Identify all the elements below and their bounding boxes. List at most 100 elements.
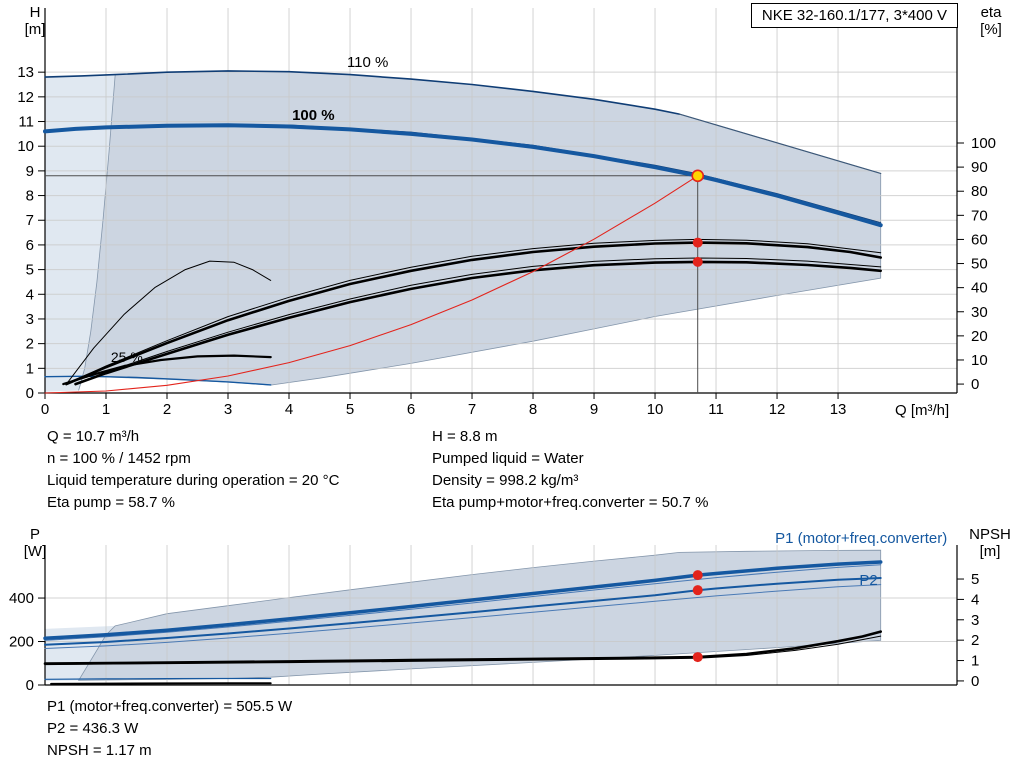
h-axis-title: H [m]: [18, 4, 52, 38]
x-tick-label: 2: [163, 401, 171, 418]
x-tick-label: 12: [769, 401, 786, 418]
y-right-tick-label: 80: [971, 183, 988, 200]
p2-curve-thin: [44, 584, 882, 649]
info-eta-pump: Eta pump = 58.7 %: [47, 494, 175, 511]
label-p1: P1 (motor+freq.converter): [775, 530, 947, 547]
y-right-tick-label: 90: [971, 159, 988, 176]
y-left-tick-label: 0: [26, 385, 34, 402]
y-left-tick-label: 2: [26, 336, 34, 353]
x-tick-label: 7: [468, 401, 476, 418]
y-right-tick-label: 70: [971, 207, 988, 224]
x-tick-label: 10: [647, 401, 664, 418]
eta-axis-letter: eta: [980, 4, 1002, 21]
y-right-tick-label: 2: [971, 632, 979, 649]
info-h: H = 8.8 m: [432, 428, 498, 445]
eta-total-dot: [692, 256, 703, 267]
y-left-tick-label: 400: [9, 590, 34, 607]
y-left-tick-label: 11: [18, 114, 34, 131]
y-left-tick-label: 0: [26, 677, 34, 694]
y-left-tick-label: 6: [26, 237, 34, 254]
y-right-tick-label: 100: [971, 135, 996, 152]
y-left-tick-label: 10: [17, 138, 34, 155]
y-left-tick-label: 8: [26, 188, 34, 205]
p-25-low-curve: [50, 682, 272, 685]
curve-100-percent: [43, 123, 883, 228]
eta-25-total-curve: [62, 354, 272, 386]
y-right-tick-label: 60: [971, 231, 988, 248]
y-right-tick-label: 20: [971, 328, 988, 345]
x-tick-label: 4: [285, 401, 293, 418]
pump-title-box: NKE 32-160.1/177, 3*400 V: [750, 3, 958, 28]
info-liquid-temp: Liquid temperature during operation = 20…: [47, 472, 340, 489]
y-right-tick-label: 1: [971, 653, 979, 670]
info-p1: P1 (motor+freq.converter) = 505.5 W: [47, 698, 293, 715]
operating-envelope-light: [45, 74, 116, 392]
y-right-tick-label: 0: [971, 376, 979, 393]
npsh-axis-letter: NPSH: [969, 526, 1011, 543]
curve-25-percent: [44, 375, 272, 386]
p1-curve-thin: [44, 564, 882, 641]
y-right-tick-label: 10: [971, 352, 988, 369]
label-p2: P2: [859, 572, 877, 589]
x-tick-label: 6: [407, 401, 415, 418]
x-tick-label: 13: [830, 401, 847, 418]
label-110-percent: 110 %: [347, 54, 388, 71]
x-tick-label: 9: [590, 401, 598, 418]
info-speed: n = 100 % / 1452 rpm: [47, 450, 191, 467]
p-axis-unit: [W]: [23, 543, 47, 560]
y-left-tick-label: 13: [17, 64, 34, 81]
duty-info-right: H = 8.8 m Pumped liquid = Water Density …: [432, 426, 708, 514]
eta-total-curve-thin: [75, 257, 882, 385]
curve-110-percent: [44, 70, 681, 115]
p1-curve: [43, 560, 883, 641]
info-eta-total: Eta pump+motor+freq.converter = 50.7 %: [432, 494, 709, 511]
p2-duty-dot: [692, 585, 703, 596]
y-right-tick-label: 40: [971, 280, 988, 297]
p-axis-title: P [W]: [18, 526, 52, 560]
eta-pump-curve: [65, 241, 883, 386]
p-25-curve: [44, 677, 272, 680]
y-left-tick-label: 200: [9, 634, 34, 651]
eta-25-pump-arc: [65, 260, 272, 385]
x-tick-label: 11: [708, 401, 724, 418]
y-right-tick-label: 0: [971, 673, 979, 690]
x-tick-label: 3: [224, 401, 232, 418]
x-tick-label: 0: [41, 401, 49, 418]
y-left-tick-label: 4: [26, 286, 34, 303]
affinity-system-curve: [44, 175, 699, 394]
y-left-tick-label: 5: [26, 262, 34, 279]
npsh-axis-unit: [m]: [979, 543, 1001, 560]
info-npsh: NPSH = 1.17 m: [47, 742, 152, 759]
h-axis-letter: H: [29, 4, 41, 21]
y-right-tick-label: 4: [971, 591, 979, 608]
x-tick-label: 5: [346, 401, 354, 418]
info-pumped-liquid: Pumped liquid = Water: [432, 450, 584, 467]
label-100-percent: 100 %: [292, 107, 335, 124]
duty-info-left: Q = 10.7 m³/h n = 100 % / 1452 rpm Liqui…: [47, 426, 339, 514]
y-left-tick-label: 9: [26, 163, 34, 180]
y-right-tick-label: 30: [971, 304, 988, 321]
p1-duty-dot: [692, 570, 703, 581]
info-q: Q = 10.7 m³/h: [47, 428, 140, 445]
x-tick-label: 8: [529, 401, 537, 418]
power-envelope-main: [77, 549, 882, 681]
eta-total-curve: [74, 260, 883, 386]
eta-pump-curve-thin: [65, 238, 882, 385]
info-density: Density = 998.2 kg/m³: [432, 472, 579, 489]
x-tick-label: 1: [102, 401, 110, 418]
eta-axis-title: eta [%]: [968, 4, 1014, 38]
y-left-tick-label: 7: [26, 212, 34, 229]
envelope-max-edge: [678, 113, 882, 174]
y-left-tick-label: 12: [17, 89, 34, 106]
y-left-tick-label: 3: [26, 311, 34, 328]
p2-curve: [44, 577, 882, 646]
power-info-block: P1 (motor+freq.converter) = 505.5 W P2 =…: [47, 696, 292, 762]
npsh-duty-dot: [692, 652, 703, 663]
duty-point[interactable]: [691, 169, 705, 183]
y-right-tick-label: 50: [971, 256, 988, 273]
q-axis-label: Q [m³/h]: [895, 402, 950, 419]
h-axis-unit: [m]: [24, 21, 46, 38]
y-right-tick-label: 5: [971, 571, 979, 588]
y-right-tick-label: 3: [971, 612, 979, 629]
